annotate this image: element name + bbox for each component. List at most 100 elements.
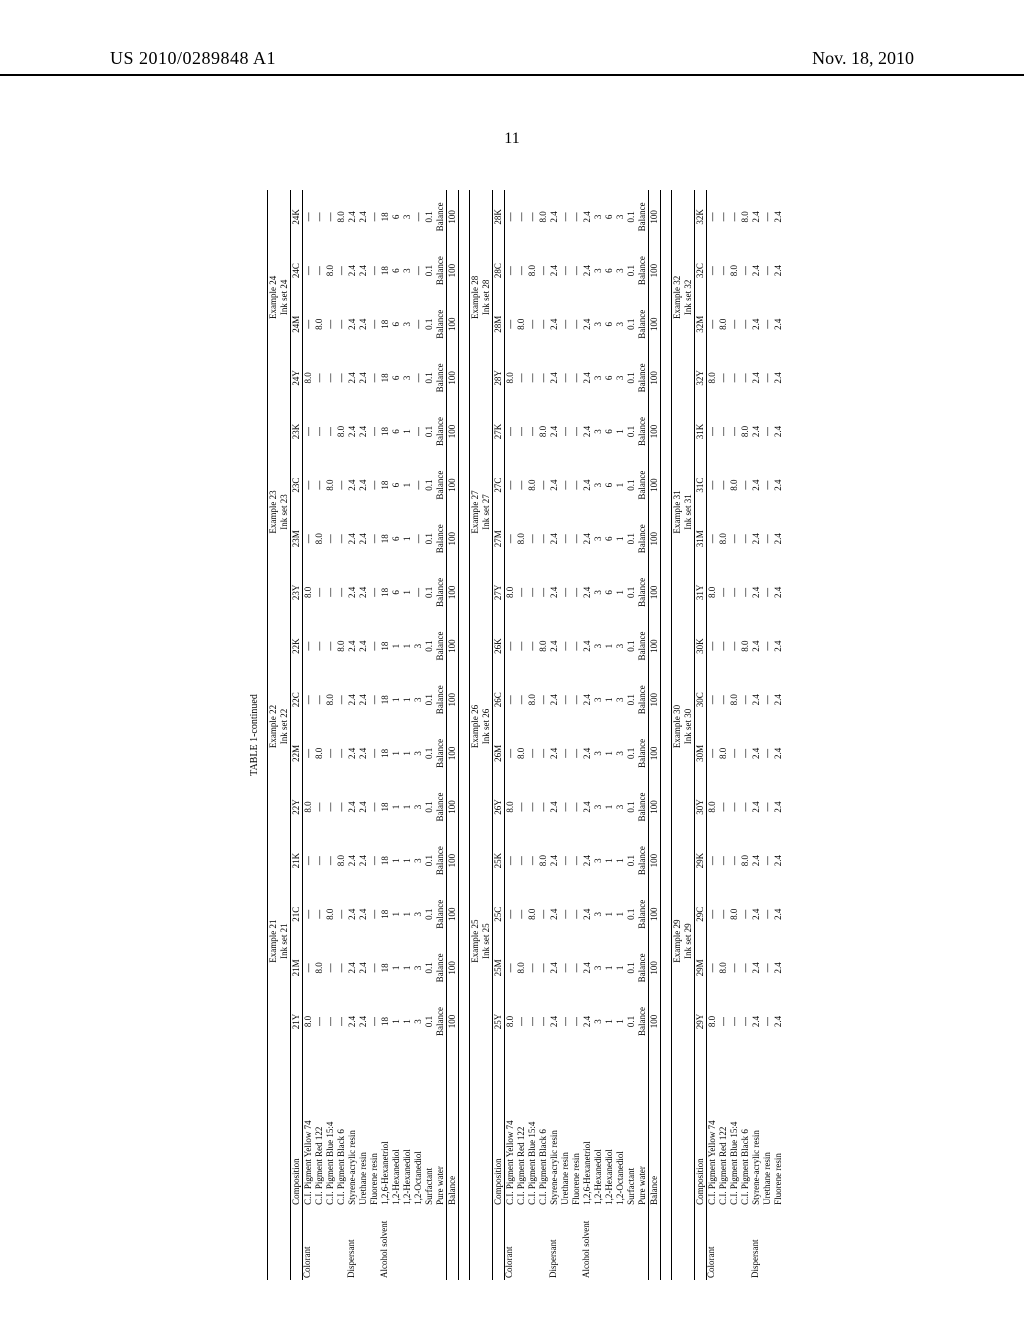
table-cell: 1 bbox=[402, 512, 413, 566]
row-category: Colorant bbox=[302, 1207, 314, 1280]
table-cell: 2.4 bbox=[549, 673, 560, 727]
table-cell: — bbox=[718, 887, 729, 941]
row-category bbox=[538, 1207, 549, 1280]
table-cell: 8.0 bbox=[302, 351, 314, 405]
row-label: C.I. Pigment Red 122 bbox=[516, 1048, 527, 1207]
column-code: 25C bbox=[492, 887, 504, 941]
table-cell: 2.4 bbox=[549, 941, 560, 995]
table-cell: 0.1 bbox=[626, 887, 637, 941]
table-cell: Balance bbox=[435, 887, 447, 941]
table-cell: — bbox=[538, 244, 549, 298]
row-category bbox=[718, 1207, 729, 1280]
row-label: Surfactant bbox=[424, 1048, 435, 1207]
table-cell: — bbox=[527, 190, 538, 244]
table-cell: — bbox=[571, 297, 582, 351]
table-cell: — bbox=[369, 297, 380, 351]
table-cell: Balance bbox=[435, 405, 447, 459]
table-cell: 2.4 bbox=[549, 458, 560, 512]
table-cell: 2.4 bbox=[751, 995, 762, 1049]
table-cell: 6 bbox=[391, 566, 402, 620]
column-code: 23Y bbox=[290, 566, 302, 620]
table-cell: Balance bbox=[435, 190, 447, 244]
table-cell: 18 bbox=[380, 244, 391, 298]
example-title: Example 22 bbox=[267, 619, 279, 834]
table-cell: 1 bbox=[604, 780, 615, 834]
table-cell: 8.0 bbox=[336, 190, 347, 244]
table-cell: 0.1 bbox=[424, 458, 435, 512]
inkset-title: Ink set 23 bbox=[279, 405, 291, 620]
column-code: 30M bbox=[694, 727, 706, 781]
table-cell: — bbox=[718, 673, 729, 727]
table-cell: 2.4 bbox=[347, 297, 358, 351]
table-cell: — bbox=[762, 619, 773, 673]
table-cell: 1 bbox=[402, 995, 413, 1049]
table-cell: Balance bbox=[637, 190, 649, 244]
table-cell: 8.0 bbox=[740, 190, 751, 244]
table-cell: 2.4 bbox=[549, 244, 560, 298]
table-cell: 8.0 bbox=[336, 619, 347, 673]
inkset-title: Ink set 28 bbox=[481, 190, 493, 405]
table-cell: 18 bbox=[380, 405, 391, 459]
table-cell: 2.4 bbox=[582, 780, 593, 834]
table-cell: — bbox=[706, 190, 718, 244]
row-category bbox=[626, 1207, 637, 1280]
table-cell: 8.0 bbox=[538, 405, 549, 459]
table-cell: — bbox=[369, 834, 380, 888]
table-cell: 2.4 bbox=[582, 190, 593, 244]
table-cell: — bbox=[560, 673, 571, 727]
table-cell: — bbox=[706, 619, 718, 673]
balance-cell: 100 bbox=[446, 673, 458, 727]
header-rule bbox=[0, 74, 1024, 76]
balance-cell: 100 bbox=[648, 297, 660, 351]
table-cell: 3 bbox=[615, 727, 626, 781]
table-cell: 2.4 bbox=[773, 995, 784, 1049]
table-cell: 2.4 bbox=[358, 458, 369, 512]
balance-cell: 100 bbox=[446, 727, 458, 781]
table-cell: — bbox=[560, 351, 571, 405]
column-code: 32K bbox=[694, 190, 706, 244]
table-cell: — bbox=[314, 566, 325, 620]
balance-cell: 100 bbox=[648, 941, 660, 995]
balance-cell: 100 bbox=[648, 727, 660, 781]
row-category bbox=[527, 1207, 538, 1280]
row-category bbox=[325, 1207, 336, 1280]
table-cell: — bbox=[336, 727, 347, 781]
table-cell: 2.4 bbox=[751, 405, 762, 459]
table-cell: 0.1 bbox=[424, 190, 435, 244]
table-cell: — bbox=[336, 673, 347, 727]
balance-cell: 100 bbox=[446, 941, 458, 995]
table-cell: 8.0 bbox=[314, 512, 325, 566]
table-cell: 6 bbox=[391, 244, 402, 298]
table-cell: 3 bbox=[413, 619, 424, 673]
patent-page: US 2010/0289848 A1 Nov. 18, 2010 11 TABL… bbox=[0, 0, 1024, 1320]
table-cell: 3 bbox=[593, 351, 604, 405]
table-cell: 1 bbox=[391, 887, 402, 941]
table-cell: — bbox=[516, 405, 527, 459]
table-cell: — bbox=[729, 190, 740, 244]
table-cell: — bbox=[369, 995, 380, 1049]
table-cell: 2.4 bbox=[582, 405, 593, 459]
table-cell: — bbox=[504, 834, 516, 888]
table-cell: — bbox=[516, 458, 527, 512]
table-cell: 3 bbox=[593, 995, 604, 1049]
row-label: Styrene-acrylic resin bbox=[549, 1048, 560, 1207]
table-cell: — bbox=[413, 405, 424, 459]
table-cell: — bbox=[538, 995, 549, 1049]
column-code: 24K bbox=[290, 190, 302, 244]
table-cell: 8.0 bbox=[538, 619, 549, 673]
table-cell: — bbox=[718, 190, 729, 244]
balance-cell: 100 bbox=[648, 834, 660, 888]
table-cell: — bbox=[369, 244, 380, 298]
table-cell: — bbox=[538, 727, 549, 781]
table-cell: 3 bbox=[593, 190, 604, 244]
table-cell: — bbox=[740, 673, 751, 727]
table-cell: — bbox=[325, 405, 336, 459]
column-code: 28K bbox=[492, 190, 504, 244]
table-cell: 0.1 bbox=[626, 995, 637, 1049]
column-code: 22K bbox=[290, 619, 302, 673]
table-cell: 2.4 bbox=[347, 780, 358, 834]
table-cell: 3 bbox=[402, 351, 413, 405]
table-cell: 18 bbox=[380, 566, 391, 620]
example-title: Example 26 bbox=[469, 619, 481, 834]
column-code: 24M bbox=[290, 297, 302, 351]
